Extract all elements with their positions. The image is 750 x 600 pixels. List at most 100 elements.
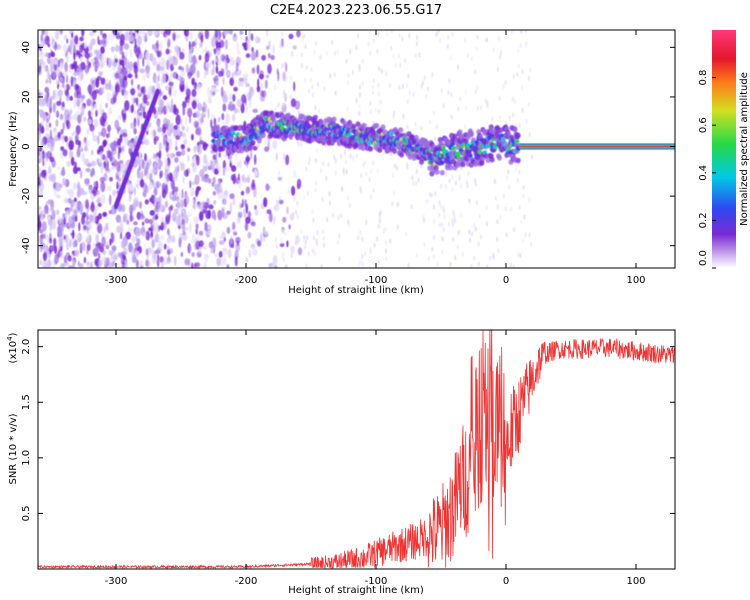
noise-cell xyxy=(167,228,170,236)
noise-cell xyxy=(278,199,284,205)
noise-cell xyxy=(122,67,128,77)
noise-cell xyxy=(323,242,326,248)
noise-cell xyxy=(506,175,508,181)
noise-cell xyxy=(426,86,429,92)
noise-cell xyxy=(502,84,505,90)
noise-cell xyxy=(108,32,114,42)
noise-cell xyxy=(373,242,376,248)
noise-cell xyxy=(60,263,65,268)
noise-cell xyxy=(246,154,250,165)
noise-cell xyxy=(500,50,502,56)
noise-cell xyxy=(119,220,124,228)
noise-cell xyxy=(361,236,364,242)
noise-cell xyxy=(313,49,316,55)
noise-cell xyxy=(327,162,330,168)
noise-cell xyxy=(215,88,220,93)
noise-cell xyxy=(323,86,326,92)
noise-cell xyxy=(88,110,92,118)
noise-cell xyxy=(196,186,202,192)
noise-cell xyxy=(130,104,134,114)
noise-cell xyxy=(164,200,169,208)
noise-cell xyxy=(504,79,507,85)
noise-cell xyxy=(205,61,212,69)
noise-cell xyxy=(52,68,56,80)
noise-cell xyxy=(333,154,336,160)
spectrogram-xlabel: Height of straight line (km) xyxy=(288,285,424,296)
noise-cell xyxy=(85,65,88,76)
noise-cell xyxy=(459,96,462,102)
noise-cell xyxy=(129,183,134,192)
noise-cell xyxy=(254,168,257,178)
noise-cell xyxy=(408,90,411,96)
noise-cell xyxy=(90,38,96,46)
noise-cell xyxy=(398,85,401,90)
noise-cell xyxy=(471,231,473,237)
noise-cell xyxy=(432,254,435,259)
noise-cell xyxy=(195,228,198,235)
noise-cell xyxy=(83,256,86,264)
noise-cell xyxy=(232,221,236,230)
noise-cell xyxy=(180,162,185,171)
noise-cell xyxy=(307,160,310,166)
noise-cell xyxy=(391,30,393,34)
noise-cell xyxy=(180,252,183,257)
noise-cell xyxy=(123,93,128,100)
noise-cell xyxy=(297,141,300,146)
noise-cell xyxy=(265,74,270,79)
noise-cell xyxy=(441,249,444,255)
noise-cell xyxy=(70,76,73,87)
track-cell xyxy=(468,153,473,158)
noise-cell xyxy=(317,108,320,114)
noise-cell xyxy=(78,106,82,111)
noise-cell xyxy=(65,209,71,216)
noise-cell xyxy=(282,89,285,94)
noise-cell xyxy=(139,68,145,74)
noise-cell xyxy=(326,217,329,223)
noise-cell xyxy=(137,58,140,68)
noise-cell xyxy=(293,81,296,92)
noise-cell xyxy=(440,183,443,189)
noise-cell xyxy=(64,89,69,96)
noise-cell xyxy=(230,235,233,245)
noise-cell xyxy=(169,122,174,134)
track-halo-cell xyxy=(271,117,277,123)
noise-cell xyxy=(144,218,150,224)
noise-cell xyxy=(243,208,246,215)
noise-cell xyxy=(60,146,65,152)
noise-cell xyxy=(134,243,139,248)
noise-cell xyxy=(175,139,178,148)
noise-cell xyxy=(511,96,514,102)
noise-cell xyxy=(242,76,248,84)
noise-cell xyxy=(450,92,453,97)
noise-cell xyxy=(345,169,348,175)
noise-cell xyxy=(444,172,447,178)
noise-cell xyxy=(174,255,177,266)
noise-cell xyxy=(220,86,224,98)
noise-cell xyxy=(393,190,396,196)
noise-cell xyxy=(191,262,194,268)
noise-cell xyxy=(131,78,134,86)
noise-cell xyxy=(420,125,423,131)
noise-cell xyxy=(148,182,153,191)
noise-cell xyxy=(232,94,236,102)
noise-cell xyxy=(417,177,420,183)
noise-cell xyxy=(266,30,269,37)
noise-cell xyxy=(359,230,362,236)
noise-cell xyxy=(325,175,328,181)
noise-cell xyxy=(474,181,477,187)
noise-cell xyxy=(467,170,470,176)
colorbar-tick-label: 0.6 xyxy=(698,117,709,133)
x-tick-label: -100 xyxy=(365,576,388,587)
noise-cell xyxy=(453,218,456,224)
noise-cell xyxy=(191,233,196,244)
noise-cell xyxy=(105,166,108,171)
noise-cell xyxy=(336,49,339,55)
noise-cell xyxy=(167,255,171,262)
noise-cell xyxy=(47,199,52,205)
noise-cell xyxy=(255,49,259,58)
noise-cell xyxy=(101,243,104,248)
noise-cell xyxy=(97,262,100,268)
noise-cell xyxy=(84,52,91,59)
track-halo-cell xyxy=(434,169,440,175)
noise-cell xyxy=(130,122,133,129)
